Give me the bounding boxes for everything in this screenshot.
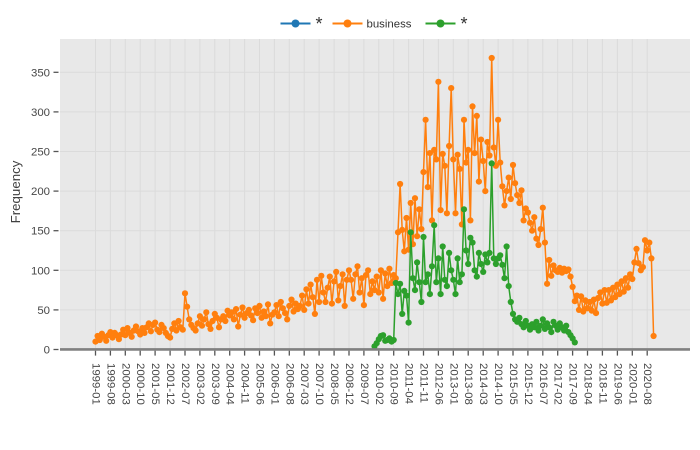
svg-text:2000-10: 2000-10 [134,363,146,405]
svg-text:2002-07: 2002-07 [179,363,191,405]
svg-text:2008-12: 2008-12 [343,363,355,405]
svg-text:1999-01: 1999-01 [90,363,102,405]
svg-text:2000-03: 2000-03 [119,363,131,405]
svg-text:2001-12: 2001-12 [164,363,176,405]
svg-text:2014-10: 2014-10 [492,363,504,405]
svg-text:2004-11: 2004-11 [239,363,251,404]
svg-text:Frequency: Frequency [8,160,23,223]
svg-text:2004-04: 2004-04 [224,363,236,405]
svg-text:2006-08: 2006-08 [283,363,295,405]
svg-text:2020-08: 2020-08 [641,363,653,405]
svg-text:2011-11: 2011-11 [418,363,430,403]
svg-text:2017-02: 2017-02 [552,363,564,405]
svg-text:2007-10: 2007-10 [313,363,325,405]
svg-text:350: 350 [31,67,50,79]
svg-text:250: 250 [31,147,50,159]
svg-text:2017-09: 2017-09 [567,363,579,405]
svg-text:2020-01: 2020-01 [626,363,638,405]
svg-text:2006-01: 2006-01 [268,363,280,405]
svg-text:2010-09: 2010-09 [388,363,400,405]
svg-text:0: 0 [44,345,50,357]
svg-text:1999-08: 1999-08 [104,363,116,405]
svg-text:2016-07: 2016-07 [537,363,549,405]
svg-text:business: business [367,18,412,30]
svg-text:200: 200 [31,186,50,198]
svg-text:150: 150 [31,226,50,238]
svg-text:*: * [461,14,468,34]
svg-text:2009-07: 2009-07 [358,363,370,405]
svg-text:2014-03: 2014-03 [477,363,489,405]
svg-text:2019-06: 2019-06 [611,363,623,405]
svg-text:2007-03: 2007-03 [298,363,310,405]
svg-text:2018-11: 2018-11 [596,363,608,404]
svg-text:2018-04: 2018-04 [582,363,594,405]
svg-text:2015-05: 2015-05 [507,363,519,405]
svg-text:50: 50 [37,305,50,317]
svg-text:2013-01: 2013-01 [447,363,459,405]
svg-text:2001-05: 2001-05 [149,363,161,405]
svg-text:*: * [316,14,323,34]
svg-text:2013-08: 2013-08 [462,363,474,405]
svg-text:2015-12: 2015-12 [522,363,534,405]
svg-text:300: 300 [31,107,50,119]
svg-text:2003-09: 2003-09 [209,363,221,405]
svg-text:2010-02: 2010-02 [373,363,385,405]
svg-text:2005-06: 2005-06 [254,363,266,405]
svg-text:2012-06: 2012-06 [432,363,444,405]
svg-text:2003-02: 2003-02 [194,363,206,405]
svg-text:100: 100 [31,265,50,277]
svg-text:2008-05: 2008-05 [328,363,340,405]
svg-text:2011-04: 2011-04 [403,363,415,404]
